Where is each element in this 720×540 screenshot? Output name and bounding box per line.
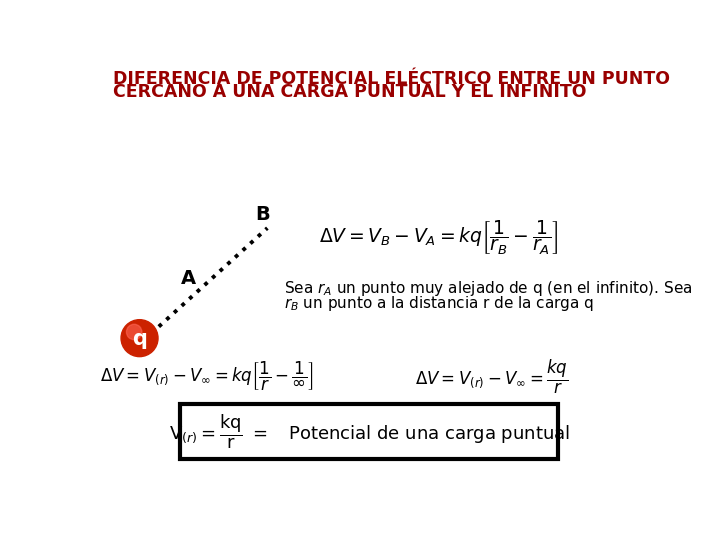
- Circle shape: [121, 320, 158, 356]
- Text: $\Delta V = V_{(r)} - V_{\infty} = \dfrac{kq}{r}$: $\Delta V = V_{(r)} - V_{\infty} = \dfra…: [415, 357, 569, 396]
- Text: q: q: [132, 329, 147, 349]
- Text: A: A: [181, 269, 196, 288]
- Circle shape: [127, 325, 142, 340]
- Text: $\Delta V = V_B - V_A = kq\left[\dfrac{1}{r_B} - \dfrac{1}{r_A}\right]$: $\Delta V = V_B - V_A = kq\left[\dfrac{1…: [319, 219, 559, 257]
- Text: CERCANO A UNA CARGA PUNTUAL Y EL INFINITO: CERCANO A UNA CARGA PUNTUAL Y EL INFINIT…: [113, 83, 587, 102]
- Text: $\Delta V = V_{(r)} - V_{\infty} = kq\left[\dfrac{1}{r} - \dfrac{1}{\infty}\righ: $\Delta V = V_{(r)} - V_{\infty} = kq\le…: [99, 360, 313, 393]
- FancyBboxPatch shape: [180, 403, 558, 459]
- Text: $r_B$ un punto a la distancia r de la carga q: $r_B$ un punto a la distancia r de la ca…: [284, 294, 595, 313]
- Text: Sea $r_A$ un punto muy alejado de q (en el infinito). Sea: Sea $r_A$ un punto muy alejado de q (en …: [284, 279, 693, 298]
- Text: DIFERENCIA DE POTENCIAL ELÉCTRICO ENTRE UN PUNTO: DIFERENCIA DE POTENCIAL ELÉCTRICO ENTRE …: [113, 70, 670, 88]
- Text: B: B: [256, 205, 270, 225]
- Text: $\mathrm{V}_{(r)} = \dfrac{\mathrm{kq}}{\mathrm{r}}\ =\ $  Potencial de una carg: $\mathrm{V}_{(r)} = \dfrac{\mathrm{kq}}{…: [168, 412, 570, 451]
